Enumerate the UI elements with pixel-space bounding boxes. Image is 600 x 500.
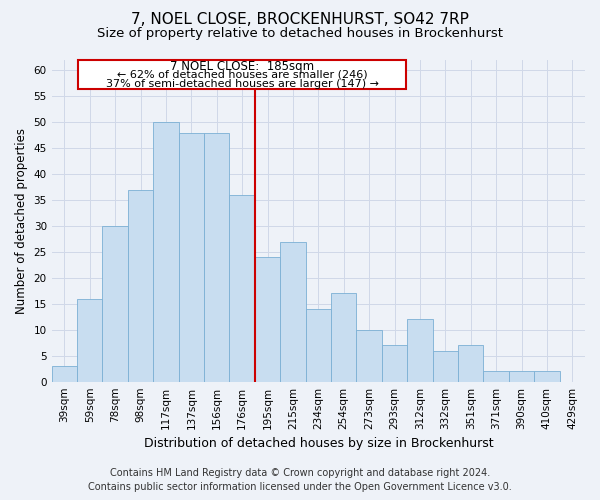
- Bar: [52, 366, 77, 382]
- Bar: [356, 330, 382, 382]
- Bar: [484, 372, 509, 382]
- Bar: [179, 132, 204, 382]
- Bar: [458, 346, 484, 382]
- Bar: [77, 298, 103, 382]
- Text: 7 NOEL CLOSE:  185sqm: 7 NOEL CLOSE: 185sqm: [170, 60, 314, 73]
- Text: ← 62% of detached houses are smaller (246): ← 62% of detached houses are smaller (24…: [117, 70, 367, 80]
- Text: Size of property relative to detached houses in Brockenhurst: Size of property relative to detached ho…: [97, 28, 503, 40]
- Bar: [433, 350, 458, 382]
- Bar: [509, 372, 534, 382]
- Bar: [305, 309, 331, 382]
- Y-axis label: Number of detached properties: Number of detached properties: [15, 128, 28, 314]
- Bar: [407, 320, 433, 382]
- Text: 7, NOEL CLOSE, BROCKENHURST, SO42 7RP: 7, NOEL CLOSE, BROCKENHURST, SO42 7RP: [131, 12, 469, 28]
- Bar: [534, 372, 560, 382]
- Bar: [128, 190, 153, 382]
- Bar: [280, 242, 305, 382]
- Bar: [204, 132, 229, 382]
- Text: 37% of semi-detached houses are larger (147) →: 37% of semi-detached houses are larger (…: [106, 80, 379, 90]
- Bar: [255, 257, 280, 382]
- Text: Contains HM Land Registry data © Crown copyright and database right 2024.
Contai: Contains HM Land Registry data © Crown c…: [88, 468, 512, 492]
- FancyBboxPatch shape: [79, 60, 406, 88]
- Bar: [382, 346, 407, 382]
- Bar: [229, 195, 255, 382]
- Bar: [103, 226, 128, 382]
- Bar: [153, 122, 179, 382]
- X-axis label: Distribution of detached houses by size in Brockenhurst: Distribution of detached houses by size …: [143, 437, 493, 450]
- Bar: [331, 294, 356, 382]
